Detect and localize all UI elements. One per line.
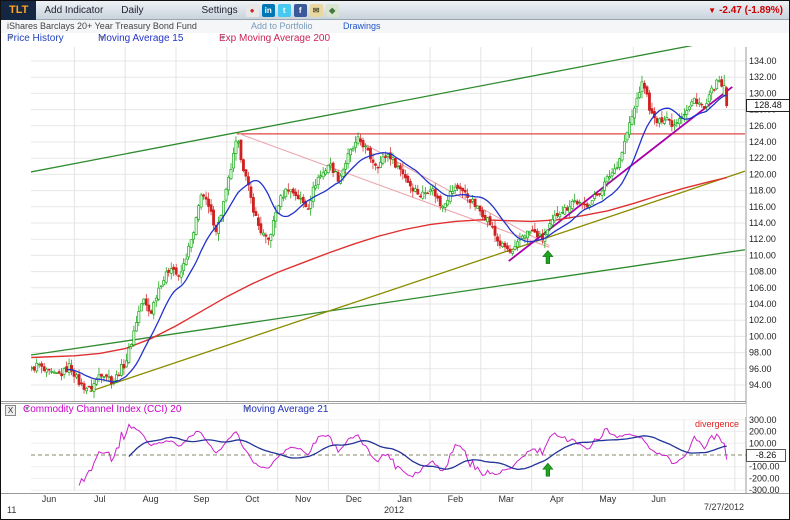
close-icon[interactable]: X [5, 405, 16, 416]
svg-text:102.00: 102.00 [749, 315, 777, 325]
svg-text:104.00: 104.00 [749, 299, 777, 309]
record-icon[interactable]: ● [245, 3, 259, 17]
cci-ma-label: Moving Average 21 [243, 404, 329, 415]
svg-text:130.00: 130.00 [749, 88, 777, 98]
price-change: ▼ -2.47 (-1.89%) [708, 5, 783, 16]
cci-label: Commodity Channel Index (CCI) 20 [23, 404, 182, 415]
symbol-box[interactable]: TLT [1, 1, 37, 20]
chevron-down-icon: ▾ [221, 33, 226, 42]
buy-signal-arrow-icon [542, 462, 554, 477]
svg-text:116.00: 116.00 [749, 202, 776, 212]
divergence-annotation: divergence [695, 419, 740, 429]
twitter-icon[interactable]: t [277, 3, 291, 17]
share-icon[interactable]: ◆ [325, 3, 339, 17]
svg-text:96.00: 96.00 [749, 364, 772, 374]
ema200-label: Exp Moving Average 200 [219, 33, 331, 44]
svg-text:122.00: 122.00 [749, 153, 777, 163]
price-history-label: Price History [7, 33, 64, 44]
svg-text:98.00: 98.00 [749, 348, 772, 358]
month-label: Oct [245, 494, 260, 504]
month-label: May [599, 494, 617, 504]
svg-text:108.00: 108.00 [749, 267, 777, 277]
year-center-label: 2012 [384, 505, 404, 515]
month-label: Aug [143, 494, 159, 504]
ema200-line [31, 176, 727, 359]
ma15-line [66, 95, 727, 383]
period-dropdown[interactable]: Daily [121, 4, 144, 16]
svg-text:132.00: 132.00 [749, 72, 777, 82]
svg-text:120.00: 120.00 [749, 169, 777, 179]
month-label: Jan [397, 494, 412, 504]
svg-text:134.00: 134.00 [749, 56, 777, 66]
last-date-label: 7/27/2012 [704, 502, 744, 512]
chevron-down-icon: ▾ [25, 404, 30, 413]
cci-header: X Commodity Channel Index (CCI) 20 ▾ Movi… [1, 403, 746, 417]
chevron-down-icon: ▾ [100, 33, 105, 42]
svg-text:-200.00: -200.00 [749, 473, 780, 483]
svg-text:106.00: 106.00 [749, 283, 777, 293]
cci-plot-area[interactable] [31, 419, 746, 491]
chevron-down-icon: ▾ [9, 33, 14, 42]
buy-signal-arrow-icon [542, 250, 554, 264]
svg-text:100.00: 100.00 [749, 331, 777, 341]
month-label: Nov [295, 494, 312, 504]
svg-text:100.00: 100.00 [749, 438, 777, 448]
email-icon[interactable]: ✉ [309, 3, 323, 17]
current-price-label: 128.48 [746, 99, 789, 112]
down-arrow-icon: ▼ [708, 5, 717, 15]
svg-text:-100.00: -100.00 [749, 462, 780, 472]
svg-text:300.00: 300.00 [749, 415, 777, 425]
toolbar: TLT Add Indicator Daily Settings ● in t f ✉ ◆… [1, 1, 789, 20]
svg-text:-300.00: -300.00 [749, 485, 780, 495]
svg-text:112.00: 112.00 [749, 234, 776, 244]
month-label: Jul [94, 494, 106, 504]
svg-text:118.00: 118.00 [749, 186, 776, 196]
svg-text:124.00: 124.00 [749, 137, 777, 147]
symbol-label: TLT [9, 4, 29, 16]
svg-text:114.00: 114.00 [749, 218, 776, 228]
change-value: -2.47 (-1.89%) [719, 4, 783, 16]
svg-text:126.00: 126.00 [749, 121, 777, 131]
settings-button[interactable]: Settings [201, 4, 238, 16]
facebook-icon[interactable]: f [293, 3, 307, 17]
chevron-down-icon: ▾ [245, 404, 250, 413]
main-plot-area[interactable] [31, 47, 746, 401]
svg-text:200.00: 200.00 [749, 427, 777, 437]
subheader: iShares Barclays 20+ Year Treasury Bond … [1, 20, 789, 33]
month-label: Mar [498, 494, 514, 504]
current-cci-label: -8.26 [746, 449, 786, 462]
month-label: Sep [193, 494, 209, 504]
legend-row: Price History ▾ Moving Average 15 ▾ Exp Mo… [1, 33, 789, 46]
add-to-portfolio-button[interactable]: Add to Portfolio [251, 21, 313, 31]
cci-line [78, 423, 728, 486]
month-label: Jun [651, 494, 666, 504]
month-label: Apr [550, 494, 564, 504]
price-axis[interactable] [746, 47, 790, 493]
year-left-label: 11 [7, 505, 16, 515]
add-indicator-button[interactable]: Add Indicator [44, 4, 104, 16]
month-label: Jun [42, 494, 57, 504]
month-label: Feb [448, 494, 464, 504]
svg-text:110.00: 110.00 [749, 250, 776, 260]
fund-name: iShares Barclays 20+ Year Treasury Bond … [7, 21, 197, 31]
drawings-button[interactable]: Drawings [343, 21, 381, 31]
ma15-label: Moving Average 15 [98, 33, 184, 44]
svg-text:94.00: 94.00 [749, 380, 772, 390]
month-label: Dec [346, 494, 363, 504]
cci-ma-line [128, 435, 727, 470]
linkedin-icon[interactable]: in [261, 3, 275, 17]
toolbar-icons: ● in t f ✉ ◆ [245, 3, 339, 17]
